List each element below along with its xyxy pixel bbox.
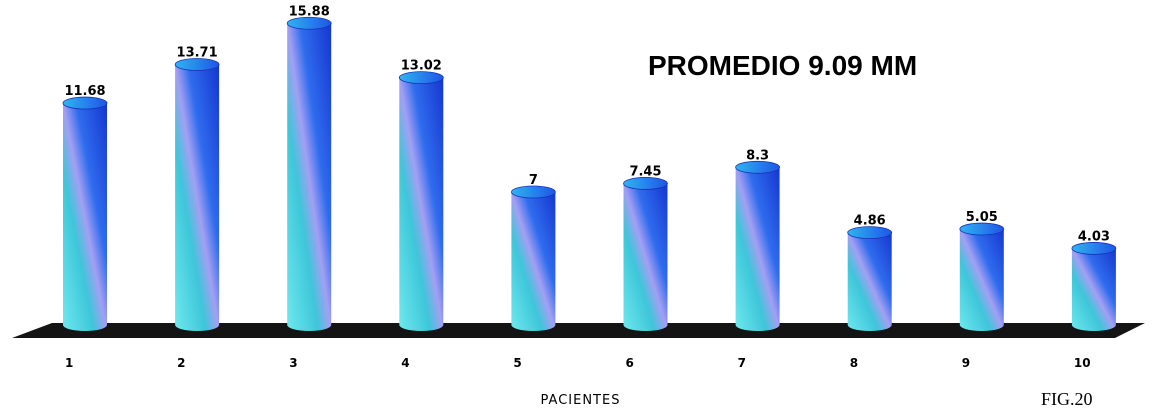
value-label: 13.71 xyxy=(177,46,218,61)
bar-2 xyxy=(174,58,220,331)
bar-4 xyxy=(398,71,444,332)
tick-label: 3 xyxy=(289,356,297,370)
value-label: 4.03 xyxy=(1078,229,1110,244)
bar-top xyxy=(623,177,668,190)
bar-top xyxy=(286,16,332,30)
value-label: 13.02 xyxy=(401,59,442,74)
value-label: 11.68 xyxy=(64,84,105,99)
tick-labels-group: 1 2 3 4 5 6 7 8 9 10 xyxy=(65,356,1091,370)
bar-7 xyxy=(735,160,780,331)
bar-body xyxy=(511,192,556,332)
bar-body xyxy=(399,77,444,332)
bar-body xyxy=(959,229,1004,331)
bar-top xyxy=(511,185,556,199)
tick-label: 10 xyxy=(1074,356,1091,370)
tick-label: 1 xyxy=(65,356,73,370)
tick-label: 7 xyxy=(738,356,746,370)
x-axis-label: PACIENTES xyxy=(540,393,621,408)
bar-top xyxy=(735,160,780,174)
bar-top xyxy=(398,71,444,85)
value-label: 8.3 xyxy=(746,148,769,163)
value-label: 7 xyxy=(529,173,538,188)
bar-body xyxy=(847,232,892,331)
value-label: 5.05 xyxy=(966,210,998,225)
tick-label: 5 xyxy=(513,356,521,370)
bar-6 xyxy=(623,177,668,331)
bar-body xyxy=(623,183,668,331)
bar-8 xyxy=(847,226,893,331)
tick-label: 4 xyxy=(401,356,409,370)
tick-label: 8 xyxy=(850,356,858,370)
bar-body xyxy=(287,23,332,332)
bar-body xyxy=(1071,248,1116,331)
bar-5 xyxy=(511,185,556,332)
tick-label: 6 xyxy=(626,356,634,370)
value-label: 4.86 xyxy=(854,214,886,229)
value-labels-group: 11.68 13.71 15.88 13.02 7 7.45 8.3 4.86 5.05 4.03 xyxy=(64,4,1110,244)
tick-label: 9 xyxy=(962,356,970,370)
bar-top xyxy=(847,226,893,240)
bar-3 xyxy=(286,16,332,332)
bar-top xyxy=(1071,242,1117,255)
chart-annotation: PROMEDIO 9.09 MM xyxy=(648,50,918,81)
value-label: 15.88 xyxy=(289,4,330,19)
bars-group xyxy=(62,16,1117,332)
bar-top xyxy=(959,222,1005,236)
bar-body xyxy=(735,167,780,331)
bar-9 xyxy=(959,222,1005,331)
bar-top xyxy=(62,96,108,110)
figure-label: FIG.20 xyxy=(1041,389,1093,409)
bar-1 xyxy=(62,96,108,331)
bar-body xyxy=(175,64,220,331)
bar-body xyxy=(63,103,107,331)
tick-label: 2 xyxy=(177,356,185,370)
value-label: 7.45 xyxy=(629,164,661,179)
bar-10 xyxy=(1071,242,1117,331)
bar-top xyxy=(174,58,220,71)
